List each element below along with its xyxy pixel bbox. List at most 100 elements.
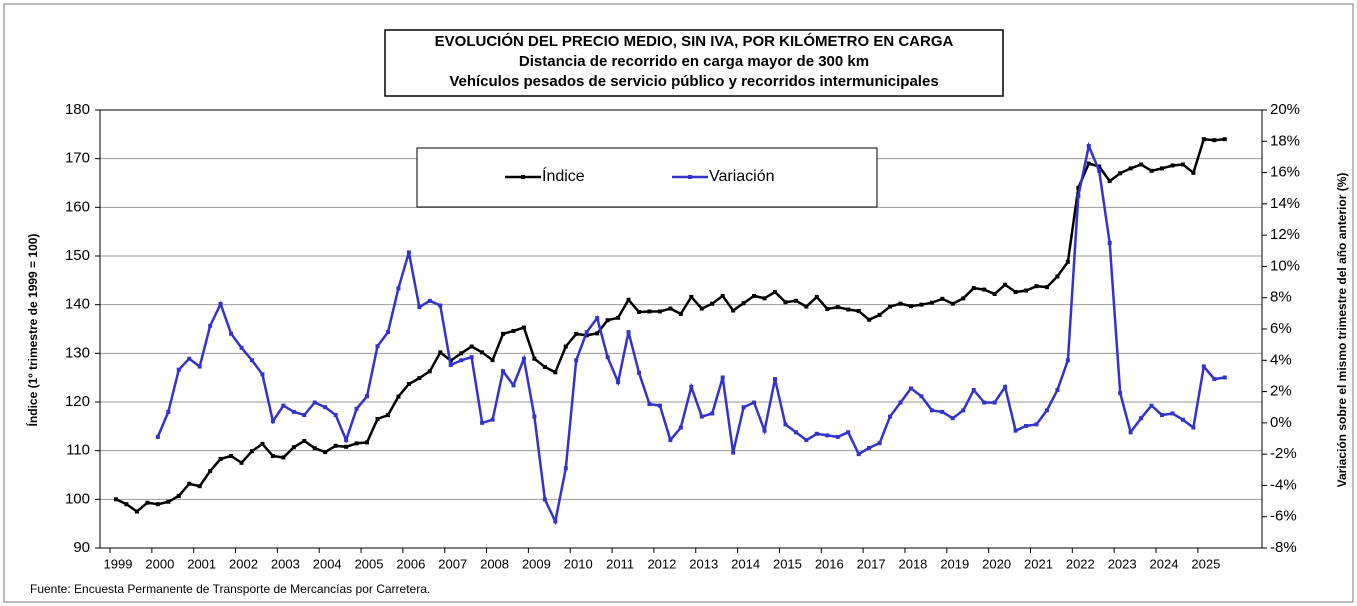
- y-tick-label: 90: [73, 539, 90, 556]
- point: [982, 287, 987, 292]
- point: [187, 481, 192, 486]
- point: [1044, 285, 1049, 290]
- point: [344, 438, 349, 443]
- point: [919, 394, 924, 399]
- point: [710, 411, 715, 416]
- point: [699, 414, 704, 419]
- point: [877, 441, 882, 446]
- point: [657, 309, 662, 314]
- point: [616, 380, 621, 385]
- point: [752, 293, 757, 298]
- point: [825, 433, 830, 438]
- x-tick-label: 2020: [982, 556, 1011, 571]
- point: [982, 400, 987, 405]
- y-tick-label: 150: [65, 247, 90, 264]
- point: [637, 370, 641, 375]
- y-axis-label: Índice (1º trimestre de 1999 = 100): [25, 234, 40, 427]
- point: [710, 301, 715, 306]
- point: [772, 290, 777, 295]
- point: [385, 413, 390, 418]
- point: [417, 305, 422, 310]
- point: [511, 328, 516, 333]
- x-tick-label: 2006: [396, 556, 425, 571]
- point: [1097, 164, 1102, 169]
- point: [867, 317, 872, 322]
- point: [804, 304, 809, 309]
- point: [563, 466, 568, 471]
- point: [438, 350, 443, 355]
- point: [720, 293, 725, 298]
- point: [1086, 161, 1091, 166]
- point: [835, 305, 840, 310]
- y2-tick-label: -6%: [1270, 508, 1297, 525]
- point: [699, 306, 704, 311]
- point: [218, 301, 223, 306]
- point: [793, 298, 798, 303]
- x-tick-label: 2024: [1150, 556, 1179, 571]
- point: [417, 376, 422, 381]
- point: [1139, 162, 1144, 167]
- point: [1044, 408, 1049, 413]
- y2-tick-label: 18%: [1270, 132, 1300, 149]
- point: [1118, 171, 1123, 176]
- chart-subtitle: Vehículos pesados de servicio público y …: [449, 73, 938, 90]
- y2-tick-label: 0%: [1270, 414, 1292, 431]
- point: [877, 312, 882, 317]
- point: [344, 444, 349, 449]
- y-tick-label: 100: [65, 490, 90, 507]
- y2-tick-label: 2%: [1270, 383, 1292, 400]
- point: [365, 394, 370, 399]
- point: [438, 303, 443, 308]
- point: [668, 306, 673, 311]
- y2-tick-label: 8%: [1270, 289, 1292, 306]
- x-tick-label: 2009: [522, 556, 551, 571]
- point: [480, 350, 485, 355]
- point: [1139, 416, 1144, 421]
- point: [940, 409, 945, 414]
- y-tick-label: 110: [66, 442, 90, 459]
- point: [312, 400, 317, 405]
- point: [772, 377, 777, 382]
- point: [1212, 377, 1217, 382]
- y2-tick-label: -4%: [1270, 476, 1297, 493]
- y-tick-label: 160: [65, 198, 90, 215]
- point: [657, 403, 662, 408]
- point: [365, 440, 370, 445]
- source-note: Fuente: Encuesta Permanente de Transport…: [30, 582, 430, 596]
- point: [1222, 137, 1227, 142]
- point: [1024, 423, 1029, 428]
- y2-tick-label: 20%: [1270, 101, 1300, 118]
- point: [385, 330, 390, 335]
- point: [783, 300, 788, 305]
- point: [563, 344, 568, 349]
- y-tick-label: 140: [65, 296, 90, 313]
- point: [260, 372, 265, 377]
- point: [1034, 284, 1039, 289]
- y2-axis-label: Variación sobre el mismo trimestre del a…: [1335, 173, 1349, 488]
- legend-label: Índice: [542, 166, 585, 185]
- frame: [3, 3, 1354, 603]
- point: [720, 375, 725, 380]
- point: [605, 318, 610, 323]
- point: [176, 493, 181, 498]
- point: [689, 294, 694, 299]
- point: [637, 309, 641, 314]
- point: [354, 441, 359, 446]
- point: [375, 417, 380, 422]
- x-tick-label: 2014: [731, 556, 760, 571]
- point: [961, 408, 966, 413]
- point: [888, 304, 893, 309]
- point: [1107, 240, 1112, 245]
- point: [626, 330, 631, 335]
- point: [950, 301, 955, 306]
- point: [846, 430, 851, 435]
- point: [762, 296, 767, 301]
- point: [762, 428, 767, 433]
- point: [1160, 413, 1164, 418]
- point: [333, 413, 338, 418]
- point: [846, 307, 851, 312]
- point: [741, 301, 746, 306]
- x-tick-label: 1999: [104, 556, 133, 571]
- y-tick-label: 170: [65, 150, 90, 167]
- point: [940, 296, 945, 301]
